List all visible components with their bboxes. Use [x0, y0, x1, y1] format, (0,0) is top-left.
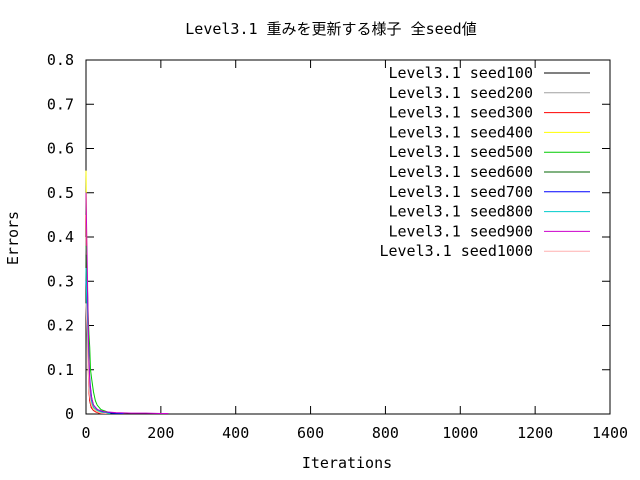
- legend-entry-label: Level3.1 seed700: [389, 183, 534, 201]
- y-tick-label: 0.8: [47, 51, 74, 69]
- axis-ticks: 0 200 400 600 800 1000 1200 1400 0 0.1 0.2 0.3 0.4 0.…: [47, 51, 628, 442]
- series-line: [85, 303, 107, 415]
- y-tick-label: 0.6: [47, 140, 74, 158]
- y-tick-label: 0.3: [47, 272, 74, 290]
- legend-entry-label: Level3.1 seed200: [389, 84, 534, 102]
- x-tick-label: 1400: [592, 424, 628, 442]
- y-tick-label: 0.1: [47, 361, 74, 379]
- x-tick-label: 0: [81, 424, 90, 442]
- x-tick-label: 400: [222, 424, 249, 442]
- y-tick-label: 0.2: [47, 317, 74, 335]
- y-tick-label: 0.7: [47, 95, 74, 113]
- legend-entry-label: Level3.1 seed600: [389, 163, 534, 181]
- legend-entry-label: Level3.1 seed500: [389, 143, 534, 161]
- x-tick-label: 1000: [442, 424, 478, 442]
- x-tick-label: 800: [372, 424, 399, 442]
- series-lines: [85, 170, 169, 415]
- x-tick-label: 1200: [517, 424, 553, 442]
- legend-entry-label: Level3.1 seed100: [389, 64, 534, 82]
- legend-entry-label: Level3.1 seed400: [389, 123, 534, 141]
- x-axis-label: Iterations: [302, 454, 392, 472]
- x-tick-label: 600: [297, 424, 324, 442]
- y-axis-label: Errors: [4, 211, 22, 265]
- x-tick-label: 200: [147, 424, 174, 442]
- legend-entry-label: Level3.1 seed1000: [379, 242, 533, 260]
- series-line: [85, 254, 122, 415]
- y-tick-label: 0: [65, 405, 74, 423]
- series-line: [85, 192, 169, 415]
- legend-entry-label: Level3.1 seed900: [389, 222, 534, 240]
- series-line: [85, 281, 124, 415]
- y-tick-label: 0.4: [47, 228, 74, 246]
- y-tick-label: 0.5: [47, 184, 74, 202]
- chart-title: Level3.1 重みを更新する様子 全seed値: [185, 20, 476, 38]
- legend-entry-label: Level3.1 seed800: [389, 203, 534, 221]
- legend-entry-label: Level3.1 seed300: [389, 104, 534, 122]
- legend: Level3.1 seed100 Level3.1 seed200 Level3.1…: [379, 64, 590, 260]
